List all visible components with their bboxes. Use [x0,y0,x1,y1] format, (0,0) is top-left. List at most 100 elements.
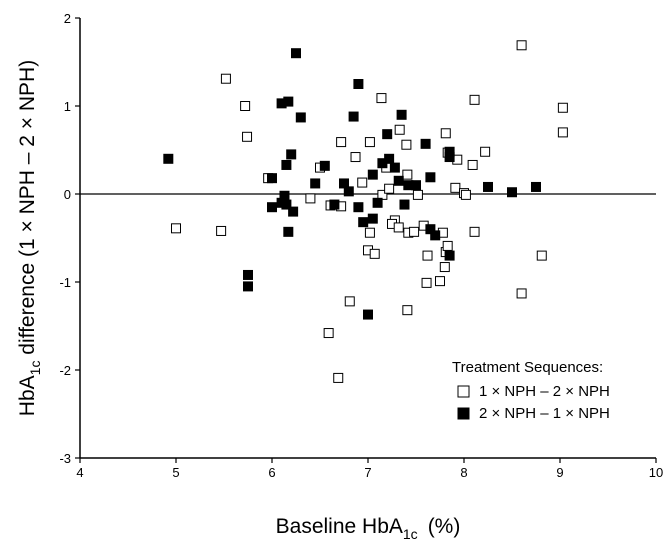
data-point [171,223,181,234]
label-main: HbA [16,375,39,416]
data-point [281,199,292,210]
data-point [444,250,455,261]
data-point [369,248,380,259]
data-point [384,153,395,164]
data-point [516,288,527,299]
data-point [531,181,541,192]
data-point [399,199,410,210]
data-point [435,276,445,287]
data-point [440,128,451,139]
data-point [402,305,413,316]
data-point [557,102,568,113]
data-point [393,175,404,186]
legend-title: Treatment Sequences: [452,359,603,376]
data-point [344,296,355,307]
legend-marker [457,407,470,420]
x-tick-label: 10 [649,465,663,480]
label-subscript: 1c [27,361,43,376]
data-point [329,199,340,210]
data-point [422,250,433,261]
data-point [393,222,404,233]
data-point [382,129,393,140]
data-point [421,277,432,288]
data-point [220,73,231,84]
data-point [516,40,527,51]
data-point [242,131,253,142]
data-point [243,269,253,280]
data-point [281,159,292,170]
data-point [409,226,420,237]
x-tick-label: 9 [556,465,563,480]
data-point [425,172,436,183]
data-point [384,183,395,194]
data-point [396,109,407,120]
data-point [412,189,423,200]
data-point [286,149,297,160]
data-point [394,124,405,135]
data-point [283,96,294,107]
data-point [343,186,354,197]
data-point [240,101,251,111]
data-point [430,230,441,241]
data-point [402,169,413,180]
data-point [363,309,373,320]
data-point [420,138,431,149]
legend-label: 1 × NPH – 2 × NPH [479,383,610,400]
data-point [319,160,330,171]
legend-marker [457,385,470,398]
data-point [444,152,455,163]
data-point [483,181,493,192]
x-tick-label: 8 [460,465,467,480]
data-point [372,197,383,208]
y-tick-label: 1 [64,99,71,114]
data-point [291,48,301,59]
data-point [279,190,290,201]
label-rest: difference (1 × NPH – 2 × NPH) [16,60,39,361]
legend-label: 2 × NPH – 1 × NPH [479,405,610,422]
data-point [401,139,412,150]
data-point [305,193,316,204]
y-tick-label: 0 [64,187,71,202]
data-point [358,217,369,228]
data-point [469,94,480,105]
data-point [364,227,375,238]
data-point [507,187,517,198]
xlabel-title: Baseline HbA1c (%) [276,515,461,540]
data-point [350,152,361,163]
data-point [536,250,547,261]
data-point [442,240,453,251]
data-point [288,206,299,217]
data-point [283,226,294,237]
data-point [243,281,253,292]
data-point [310,178,321,189]
y-tick-label: -3 [59,451,71,466]
x-tick-label: 6 [268,465,275,480]
data-point [353,202,364,213]
data-point [367,213,378,224]
ylabel-title: HbA1c difference (1 × NPH – 2 × NPH) [16,60,43,416]
x-tick-label: 4 [76,465,83,480]
y-tick-label: 2 [64,11,71,26]
y-tick-label: -1 [59,275,71,290]
data-point [163,153,174,164]
data-point [295,112,306,123]
data-point [450,182,461,193]
x-tick-label: 7 [364,465,371,480]
data-point [333,372,344,383]
label-subscript: 1c [403,526,418,540]
data-point [267,202,277,213]
data-point [364,137,375,148]
label-rest: (%) [428,515,461,538]
data-point [411,180,421,191]
data-point [389,162,400,173]
data-point [216,225,227,236]
data-point [357,177,368,188]
data-point [353,79,364,89]
data-point [480,146,491,157]
data-point [557,127,568,138]
data-point [460,189,471,200]
data-point [376,93,387,104]
label-main: Baseline HbA [276,515,403,538]
data-point [439,262,450,273]
